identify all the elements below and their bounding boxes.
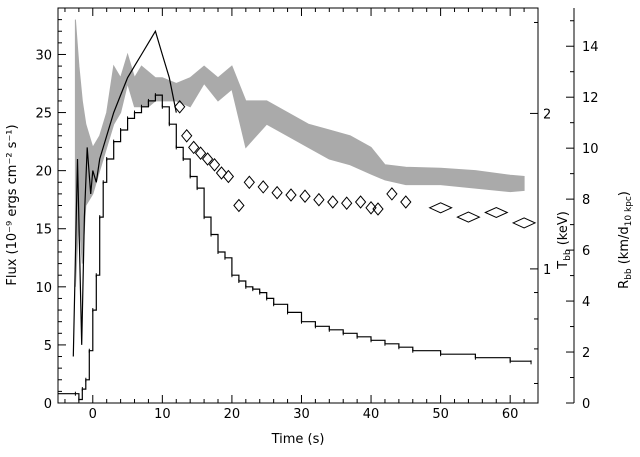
series-3-point <box>428 202 453 214</box>
y-tick-label: 15 <box>35 223 52 238</box>
series-3-point <box>484 206 509 219</box>
temperature-tick-label: 2 <box>543 107 551 122</box>
y-tick-label: 0 <box>44 397 52 412</box>
series-3-point <box>215 166 228 180</box>
series-3-point <box>271 185 283 200</box>
radius-tick-label: 8 <box>582 193 590 208</box>
y-tick-label: 5 <box>44 339 52 354</box>
series-3-point <box>456 211 481 223</box>
series-3-point <box>208 158 221 172</box>
x-tick-label: 10 <box>154 407 171 422</box>
radius-tick-label: 14 <box>582 40 599 55</box>
y-tick-label: 30 <box>35 48 52 63</box>
x-tick-label: 40 <box>363 407 380 422</box>
series-3-point <box>365 201 377 215</box>
x-tick-label: 0 <box>89 407 97 422</box>
series-3-point <box>181 129 193 143</box>
right-axis-label-temperature: Tbb (keV) <box>556 211 573 270</box>
series-3-point <box>341 196 353 210</box>
series-3-point <box>174 100 186 114</box>
series-3-point <box>233 198 245 213</box>
series-3-point <box>327 195 339 209</box>
radius-tick-label: 0 <box>582 397 590 412</box>
y-tick-label: 20 <box>35 165 52 180</box>
radius-tick-label: 12 <box>582 91 599 106</box>
series-2-band <box>74 19 525 287</box>
series-3-point <box>201 152 214 166</box>
x-tick-label: 20 <box>224 407 241 422</box>
series-3-point <box>243 175 255 190</box>
series-3-point <box>313 192 325 207</box>
series-3-point <box>386 187 398 201</box>
radius-tick-label: 6 <box>582 244 590 259</box>
radius-tick-label: 10 <box>582 142 599 157</box>
plot-area <box>58 19 537 402</box>
series-3-point <box>354 195 367 209</box>
series-3-point <box>400 195 412 209</box>
series-3-point <box>285 188 297 202</box>
series-3-point <box>372 202 384 216</box>
y-tick-label: 25 <box>35 107 52 122</box>
temperature-tick-label: 1 <box>543 263 551 278</box>
y-axis-label: Flux (10⁻⁹ ergs cm⁻² s⁻¹) <box>5 124 20 285</box>
x-tick-label: 30 <box>293 407 310 422</box>
x-tick-label: 50 <box>432 407 449 422</box>
series-3-point <box>222 169 235 184</box>
series-3-point <box>511 217 537 229</box>
right-axis-label-radius: Rbb (km/d10 kpc) <box>617 191 634 289</box>
series-3-point <box>257 180 269 194</box>
radius-tick-label: 4 <box>582 295 590 310</box>
y-tick-label: 10 <box>35 281 52 296</box>
x-tick-label: 60 <box>502 407 519 422</box>
x-axis-label: Time (s) <box>271 432 325 447</box>
series-3-point <box>299 189 311 203</box>
series-0-line <box>58 94 532 401</box>
series-3-point <box>188 140 200 155</box>
radius-tick-label: 2 <box>582 346 590 361</box>
series-3-point <box>194 146 207 160</box>
series-1-line <box>72 29 177 357</box>
